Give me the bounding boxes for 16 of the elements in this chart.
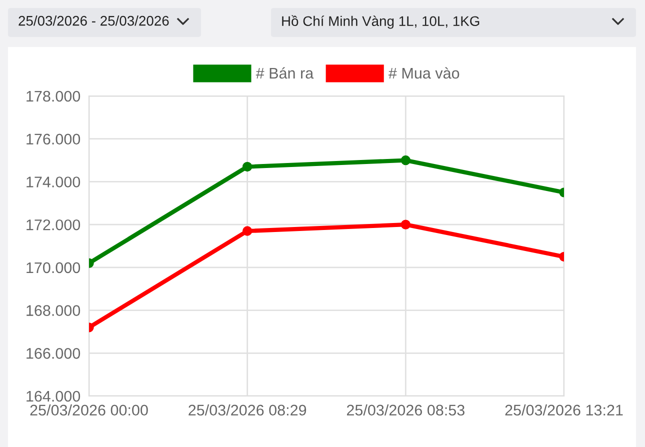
y-tick-label: 174.000 xyxy=(26,176,80,188)
x-tick-label: 25/03/2026 08:53 xyxy=(346,404,464,416)
y-tick-label: 164.000 xyxy=(26,390,80,402)
y-tick-label: 178.000 xyxy=(26,90,80,102)
y-tick-label: 176.000 xyxy=(26,134,80,145)
legend-label: # Mua vào xyxy=(388,67,460,79)
y-tick-label: 170.000 xyxy=(26,262,80,274)
x-tick-label: 25/03/2026 13:21 xyxy=(505,404,623,416)
y-tick-label: 166.000 xyxy=(26,348,80,359)
x-tick-label: 25/03/2026 00:00 xyxy=(30,404,148,416)
y-tick-label: 168.000 xyxy=(26,305,80,316)
legend-label: # Bán ra xyxy=(256,67,314,79)
x-tick-label: 25/03/2026 08:29 xyxy=(188,404,306,416)
text: Hồ Chí Minh Vàng 1L, 10L, 1KG xyxy=(282,15,480,29)
y-tick-label: 172.000 xyxy=(26,219,80,230)
text: 25/03/2026 - 25/03/2026 xyxy=(18,16,169,26)
